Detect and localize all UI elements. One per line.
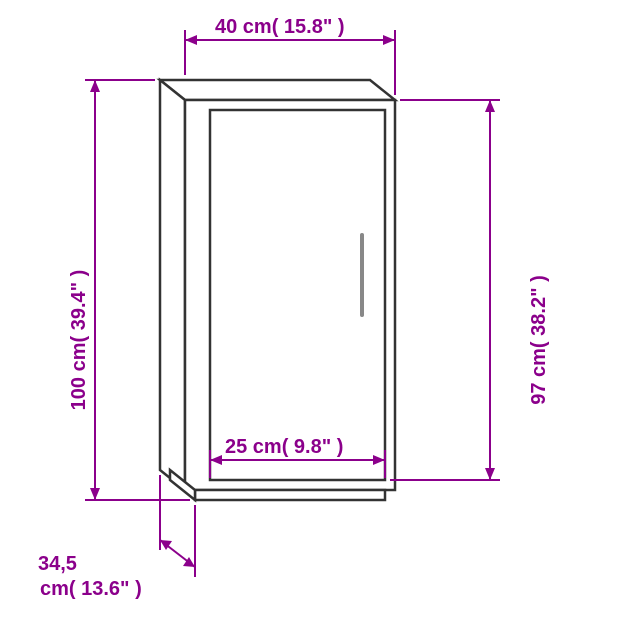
height-left-label: 100 cm( 39.4" ) xyxy=(68,270,90,411)
cabinet-door xyxy=(210,110,385,480)
depth-label-line2: cm( 13.6" ) xyxy=(40,578,142,600)
dim-height-right: 97 cm( 38.2" ) xyxy=(390,100,550,480)
door-width-label: 25 cm( 9.8" ) xyxy=(225,436,343,458)
depth-label-line1: 34,5 xyxy=(38,553,77,575)
height-right-label: 97 cm( 38.2" ) xyxy=(528,275,550,405)
dimension-diagram: 40 cm( 15.8" ) 100 cm( 39.4" ) 97 cm( 38… xyxy=(0,0,620,620)
dim-depth: 34,5 cm( 13.6" ) xyxy=(38,475,195,600)
width-top-label: 40 cm( 15.8" ) xyxy=(215,16,345,38)
